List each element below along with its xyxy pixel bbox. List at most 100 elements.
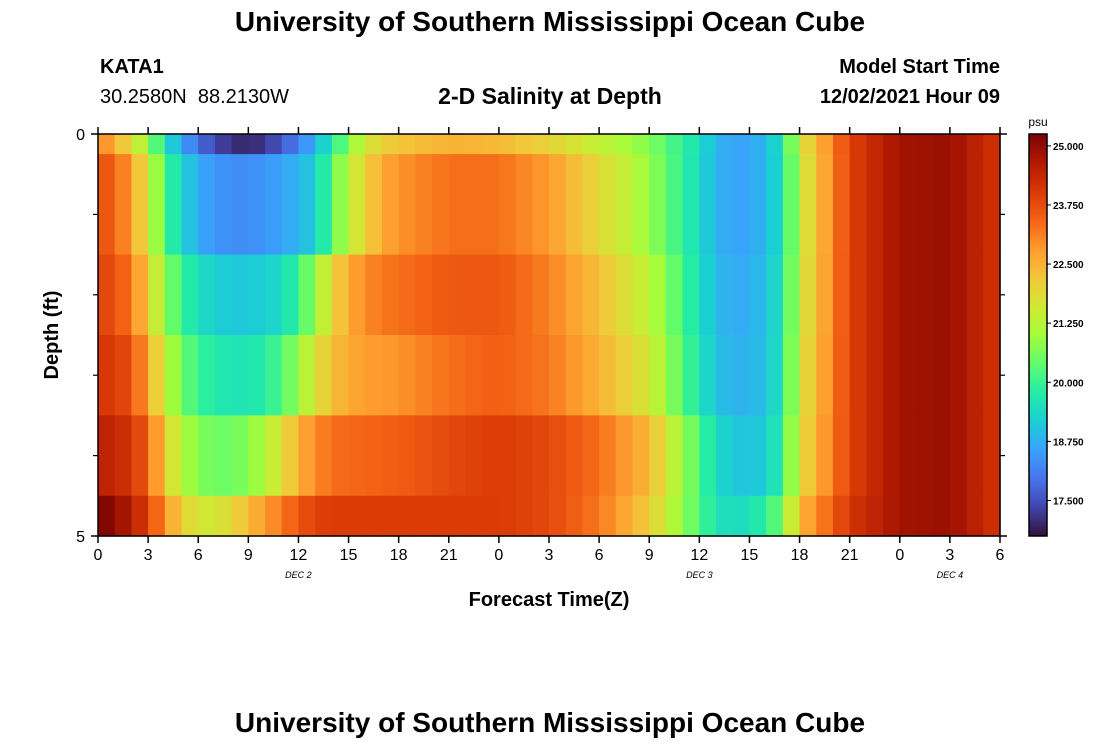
- heatmap-cell: [281, 495, 300, 537]
- heatmap-cell: [549, 254, 567, 336]
- heatmap-cell: [315, 154, 333, 256]
- heatmap-cell: [265, 254, 283, 336]
- heatmap-cell: [949, 154, 968, 256]
- heatmap-cell: [515, 335, 533, 416]
- heatmap-cell: [632, 415, 650, 497]
- heatmap-cell: [899, 335, 918, 416]
- x-tick-label: 0: [494, 547, 503, 564]
- heatmap-cell: [682, 154, 700, 256]
- x-tick-label: 0: [94, 547, 103, 564]
- heatmap-cell: [315, 415, 333, 497]
- heatmap-cell: [164, 134, 183, 155]
- heatmap-cell: [983, 415, 1001, 497]
- heatmap-cell: [799, 254, 817, 336]
- heatmap-cell: [114, 134, 132, 155]
- heatmap-cell: [265, 134, 283, 155]
- heatmap-cell: [298, 154, 316, 256]
- heatmap-cell: [665, 154, 684, 256]
- heatmap-cell: [248, 495, 266, 537]
- heatmap-cell: [782, 254, 801, 336]
- heatmap-cell: [181, 154, 199, 256]
- heatmap-cells: [98, 134, 1001, 537]
- heatmap-cell: [482, 154, 500, 256]
- heatmap-cell: [448, 154, 467, 256]
- heatmap-cell: [866, 154, 884, 256]
- heatmap-cell: [231, 134, 249, 155]
- heatmap-cell: [448, 415, 467, 497]
- heatmap-cell: [916, 495, 934, 537]
- heatmap-cell: [415, 254, 433, 336]
- heatmap-cell: [498, 335, 517, 416]
- heatmap-cell: [248, 415, 266, 497]
- heatmap-cell: [832, 134, 851, 155]
- heatmap-cell: [181, 335, 199, 416]
- heatmap-cell: [849, 335, 867, 416]
- heatmap-cell: [415, 335, 433, 416]
- heatmap-cell: [381, 154, 400, 256]
- heatmap-cell: [832, 495, 851, 537]
- heatmap-cell: [649, 254, 667, 336]
- heatmap-cell: [498, 495, 517, 537]
- colorbar-tick-label: 20.000: [1053, 378, 1084, 389]
- heatmap-cell: [415, 495, 433, 537]
- heatmap-cell: [766, 415, 784, 497]
- heatmap-cell: [532, 134, 550, 155]
- heatmap-cell: [515, 154, 533, 256]
- heatmap-cell: [983, 495, 1001, 537]
- heatmap-cell: [933, 335, 951, 416]
- heatmap-cell: [615, 495, 634, 537]
- heatmap-cell: [749, 335, 767, 416]
- heatmap-cell: [966, 154, 984, 256]
- model-start-label: Model Start Time: [839, 56, 1000, 78]
- heatmap-cell: [532, 495, 550, 537]
- heatmap-cell: [665, 495, 684, 537]
- heatmap-cell: [883, 415, 901, 497]
- heatmap-cell: [782, 134, 801, 155]
- station-coordinates: 30.2580N 88.2130W: [100, 86, 289, 109]
- heatmap-cell: [549, 495, 567, 537]
- heatmap-cell: [131, 134, 149, 155]
- heatmap-cell: [231, 415, 249, 497]
- heatmap-cell: [281, 134, 300, 155]
- colorbar: 25.000 23.750 22.500 21.250 20.000 18.750 17.5…: [1028, 115, 1084, 537]
- heatmap-cell: [732, 134, 751, 155]
- heatmap-cell: [799, 495, 817, 537]
- heatmap-cell: [933, 415, 951, 497]
- heatmap-cell: [365, 134, 383, 155]
- heatmap-cell: [448, 495, 467, 537]
- heatmap-cell: [832, 254, 851, 336]
- heatmap-cell: [632, 495, 650, 537]
- heatmap-cell: [331, 134, 350, 155]
- heatmap-cell: [465, 495, 483, 537]
- heatmap-cell: [916, 254, 934, 336]
- heatmap-cell: [799, 335, 817, 416]
- heatmap-cell: [131, 254, 149, 336]
- heatmap-cell: [281, 154, 300, 256]
- model-start-value: 12/02/2021 Hour 09: [819, 86, 1000, 108]
- heatmap-cell: [716, 154, 734, 256]
- heatmap-cell: [398, 134, 416, 155]
- heatmap-cell: [665, 254, 684, 336]
- heatmap-cell: [699, 154, 717, 256]
- heatmap-cell: [248, 254, 266, 336]
- heatmap-cell: [214, 495, 233, 537]
- heatmap-cell: [849, 154, 867, 256]
- x-tick-label: 18: [791, 547, 809, 564]
- heatmap-cell: [899, 495, 918, 537]
- heatmap-cell: [716, 335, 734, 416]
- heatmap-cell: [298, 134, 316, 155]
- chart-title: University of Southern Mississippi Ocean…: [234, 6, 866, 37]
- heatmap-cell: [98, 415, 116, 497]
- heatmap-cell: [415, 415, 433, 497]
- heatmap-cell: [415, 134, 433, 155]
- heatmap-cell: [866, 335, 884, 416]
- heatmap-cell: [599, 415, 617, 497]
- heatmap-cell: [448, 254, 467, 336]
- heatmap-cell: [298, 254, 316, 336]
- heatmap-cell: [582, 495, 600, 537]
- heatmap-cell: [198, 134, 216, 155]
- heatmap-cell: [131, 415, 149, 497]
- heatmap-cell: [816, 154, 834, 256]
- heatmap-cell: [983, 254, 1001, 336]
- heatmap-cell: [281, 254, 300, 336]
